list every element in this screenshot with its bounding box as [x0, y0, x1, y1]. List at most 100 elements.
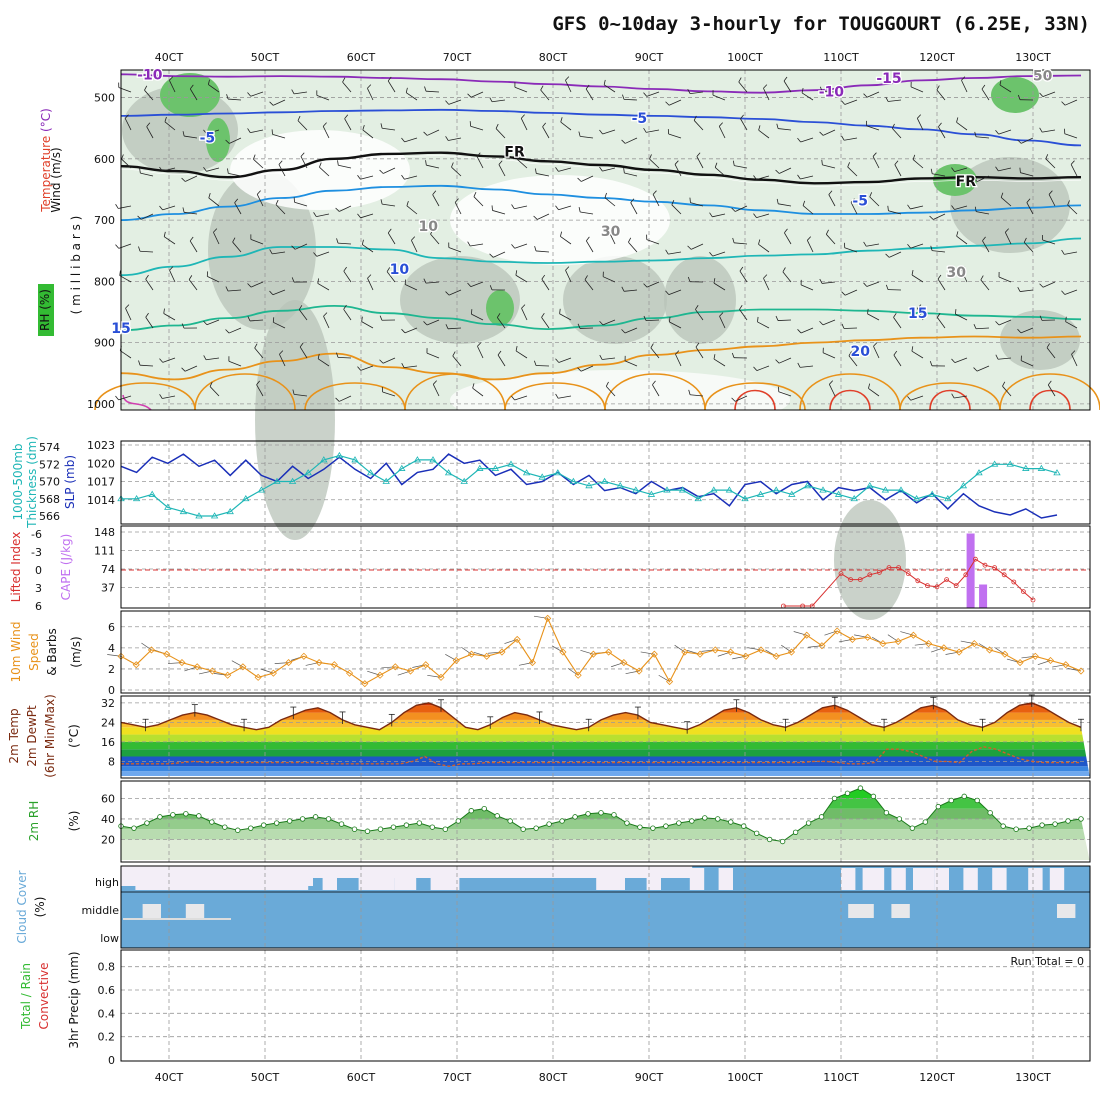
rh2m-marker [753, 830, 760, 837]
rh2m-marker [1078, 816, 1084, 822]
thickness-marker [210, 512, 219, 519]
wind-barb-flag [379, 315, 383, 321]
rh2m-marker [183, 811, 189, 817]
wind-barb-flag [163, 308, 165, 314]
wind-barb-flag [232, 237, 236, 243]
wind-barb [756, 213, 770, 218]
wind-barb-flag [515, 345, 518, 352]
rh-dry-region [450, 175, 670, 265]
wind-barb-flag [758, 125, 761, 131]
cloud-middle-gap [891, 904, 910, 918]
wind-barb [162, 167, 176, 172]
wind-barb [888, 210, 902, 215]
ylabel-2m-temp: 2m Temp [7, 708, 21, 763]
wind-barb-flag [643, 315, 647, 321]
wind-barb [976, 136, 990, 139]
wind-barb-flag [423, 321, 428, 326]
wind-barb-flag [775, 359, 780, 364]
wind-barb-flag [982, 236, 986, 242]
wind-barb-flag [181, 323, 185, 329]
wind-barb-flag [776, 123, 779, 129]
ylabel-temperature: Temperature (°C) [39, 108, 53, 213]
x-tick-label-bottom: 90CT [635, 1071, 664, 1084]
thickness-marker [678, 486, 687, 493]
wind-barb-flag [713, 278, 716, 284]
wind-barb-flag [540, 85, 544, 91]
wind-barb-flag [956, 117, 959, 123]
wind-barb [1047, 384, 1056, 397]
wind-barb-flag [386, 267, 391, 272]
wind-barb [275, 204, 286, 215]
thickness-marker [725, 486, 734, 493]
wind-barb [125, 308, 132, 321]
wind-speed-marker [300, 652, 308, 660]
wind-barb [981, 88, 990, 101]
wind-barb-flag [999, 80, 1002, 86]
wind-barb-flag [643, 92, 648, 97]
wind-barb [735, 395, 748, 402]
rh-moist-region [991, 77, 1039, 113]
wind-speed-marker [559, 648, 567, 656]
wind-speed-marker [1001, 650, 1009, 658]
wind-barb-flag [995, 321, 1000, 326]
wind-speed-marker [528, 659, 536, 667]
wind-barb-flag [995, 130, 999, 135]
wind-speed-marker [986, 646, 994, 654]
wind-speed-marker [742, 652, 750, 660]
wind-barb-flag [256, 380, 261, 385]
y-tick-wind: 4 [108, 642, 115, 655]
wind-barb [339, 395, 352, 402]
ylabel-precip: 3hr Precip (mm) [67, 951, 81, 1048]
rh2m-marker [715, 816, 721, 822]
panel-fills [38, 70, 1090, 970]
wind-barb [448, 247, 462, 253]
wind-barb-flag [907, 243, 911, 249]
wind-barb-flag [163, 231, 166, 237]
wind-barb-flag [367, 274, 372, 279]
rh2m-marker [766, 836, 773, 843]
rh2m-marker [598, 810, 604, 816]
wind-barb [778, 391, 792, 397]
temp-band [121, 741, 1090, 750]
wind-barb-flag [225, 286, 229, 292]
wind-barb [690, 91, 704, 95]
wind-barb [297, 120, 308, 131]
wind-barb [605, 386, 616, 397]
wind-barb-flag [731, 352, 735, 358]
wind-barb [822, 164, 836, 169]
rh2m-marker [844, 790, 851, 796]
wind-barb [300, 156, 308, 169]
wind-barb-flag [652, 190, 657, 195]
wind-barb-flag [973, 367, 978, 372]
wind-barb [208, 84, 220, 93]
wind-barb [954, 395, 968, 399]
wind-barb-flag [714, 162, 718, 168]
wind-barb-flag [863, 241, 867, 247]
rh2m-marker [520, 826, 526, 832]
wind-barb-flag [291, 245, 296, 250]
wind-barb-flag [671, 200, 675, 205]
rh2m-marker [974, 797, 980, 804]
rh-humid-region [255, 300, 335, 540]
lifted-marker [1001, 572, 1007, 578]
wind-barb-flag [577, 177, 582, 182]
rh2m-marker [273, 820, 280, 826]
wind-barb [184, 365, 198, 372]
wind-barb [426, 164, 440, 169]
wind-barb-flag [497, 350, 502, 356]
wind-barb-flag [269, 249, 273, 255]
y-tick-cape: 74 [101, 563, 115, 576]
wind-barb-flag [445, 324, 449, 329]
rh2m-marker [312, 814, 319, 820]
wind-barb-flag [247, 283, 252, 288]
wind-barb-flag [695, 305, 699, 310]
wind-barb [782, 271, 792, 283]
wind-barb [800, 365, 814, 368]
wind-barb-flag [1065, 316, 1067, 322]
wind-barb [624, 289, 638, 292]
wind-barb-flag [577, 323, 581, 329]
rh2m-marker [170, 812, 176, 818]
wind-speed-marker [391, 663, 399, 671]
contour-label: 10 [418, 219, 438, 235]
wind-barb-flag [738, 77, 742, 83]
